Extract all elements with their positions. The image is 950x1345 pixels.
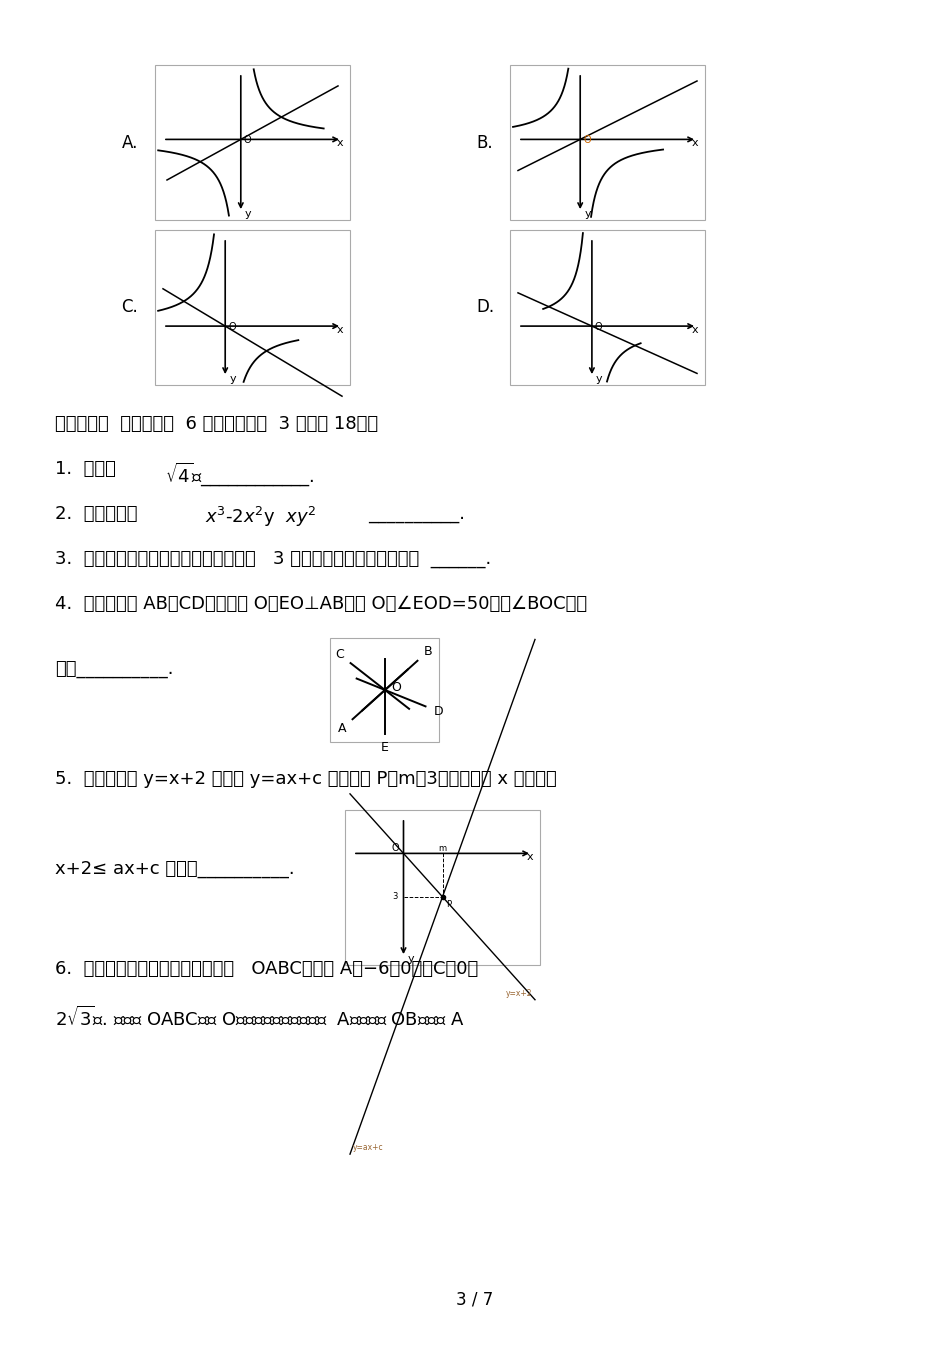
- Bar: [510, 65, 705, 221]
- Text: x: x: [336, 139, 343, 148]
- Text: B.: B.: [477, 133, 493, 152]
- Text: y=ax+c: y=ax+c: [353, 1143, 384, 1153]
- Bar: [155, 230, 350, 385]
- Text: x: x: [526, 853, 533, 862]
- Text: $\sqrt{4}$＝____________.: $\sqrt{4}$＝____________.: [165, 460, 314, 488]
- Text: O: O: [391, 681, 401, 694]
- Text: 5.  如图，直线 y=x+2 与直线 y=ax+c 相交于点 P（m，3），则关于 x 的不等式: 5. 如图，直线 y=x+2 与直线 y=ax+c 相交于点 P（m，3），则关…: [55, 769, 557, 788]
- Text: B: B: [424, 644, 432, 658]
- Text: C: C: [335, 648, 344, 660]
- Text: x+2≤ ax+c 的解为__________.: x+2≤ ax+c 的解为__________.: [55, 859, 294, 878]
- Text: 2$\sqrt{3}$）. 将矩形 OABC绕点 O顺时针方向旋转，使点  A恰好落在 OB上的点 A: 2$\sqrt{3}$）. 将矩形 OABC绕点 O顺时针方向旋转，使点 A恰好…: [55, 1005, 465, 1029]
- Text: y: y: [245, 208, 252, 219]
- Text: 数为__________.: 数为__________.: [55, 660, 174, 678]
- Text: O: O: [391, 843, 399, 853]
- Text: P: P: [446, 900, 451, 909]
- Bar: [330, 638, 439, 742]
- Text: 2.  因式分解：: 2. 因式分解：: [55, 504, 149, 523]
- Text: D.: D.: [476, 299, 494, 316]
- Text: x: x: [692, 139, 698, 148]
- Bar: [510, 230, 705, 385]
- Text: m: m: [439, 845, 446, 853]
- Text: 6.  如图，平面直角坐标系中，矩形   OABC的顶点 A（−6，0），C（0，: 6. 如图，平面直角坐标系中，矩形 OABC的顶点 A（−6，0），C（0，: [55, 960, 478, 978]
- Text: y: y: [584, 208, 591, 219]
- Text: __________.: __________.: [368, 504, 465, 523]
- Text: O: O: [595, 321, 602, 332]
- Bar: [345, 810, 540, 964]
- Text: E: E: [381, 741, 389, 755]
- Text: C.: C.: [122, 299, 139, 316]
- Text: D: D: [434, 705, 444, 718]
- Text: y=x+2: y=x+2: [505, 989, 532, 998]
- Text: 二、填空题  （本大题共  6 小题，每小题  3 分，共 18分）: 二、填空题 （本大题共 6 小题，每小题 3 分，共 18分）: [55, 416, 378, 433]
- Text: 4.  如图，直线 AB、CD相交于点 O，EO⊥AB于点 O，∠EOD=50，则∠BOC的度: 4. 如图，直线 AB、CD相交于点 O，EO⊥AB于点 O，∠EOD=50，则…: [55, 594, 587, 613]
- Text: y: y: [229, 374, 236, 385]
- Text: 3: 3: [392, 892, 397, 901]
- Text: O: O: [228, 321, 236, 332]
- Text: 3.  若一个多边形的内角和是其外角和的   3 倍，则这个多边形的边数是  ______.: 3. 若一个多边形的内角和是其外角和的 3 倍，则这个多边形的边数是 _____…: [55, 550, 491, 568]
- Text: 1.  化简：: 1. 化简：: [55, 460, 127, 477]
- Text: O: O: [583, 136, 591, 145]
- Text: $x^3$-2$x^2$y  $xy^2$: $x^3$-2$x^2$y $xy^2$: [205, 504, 316, 529]
- Text: y: y: [596, 374, 602, 385]
- Text: O: O: [244, 136, 252, 145]
- Text: 3 / 7: 3 / 7: [456, 1291, 494, 1309]
- Text: x: x: [336, 325, 343, 335]
- Text: A: A: [338, 722, 347, 736]
- Bar: [155, 65, 350, 221]
- Text: A.: A.: [122, 133, 138, 152]
- Text: y: y: [408, 954, 414, 964]
- Text: x: x: [692, 325, 698, 335]
